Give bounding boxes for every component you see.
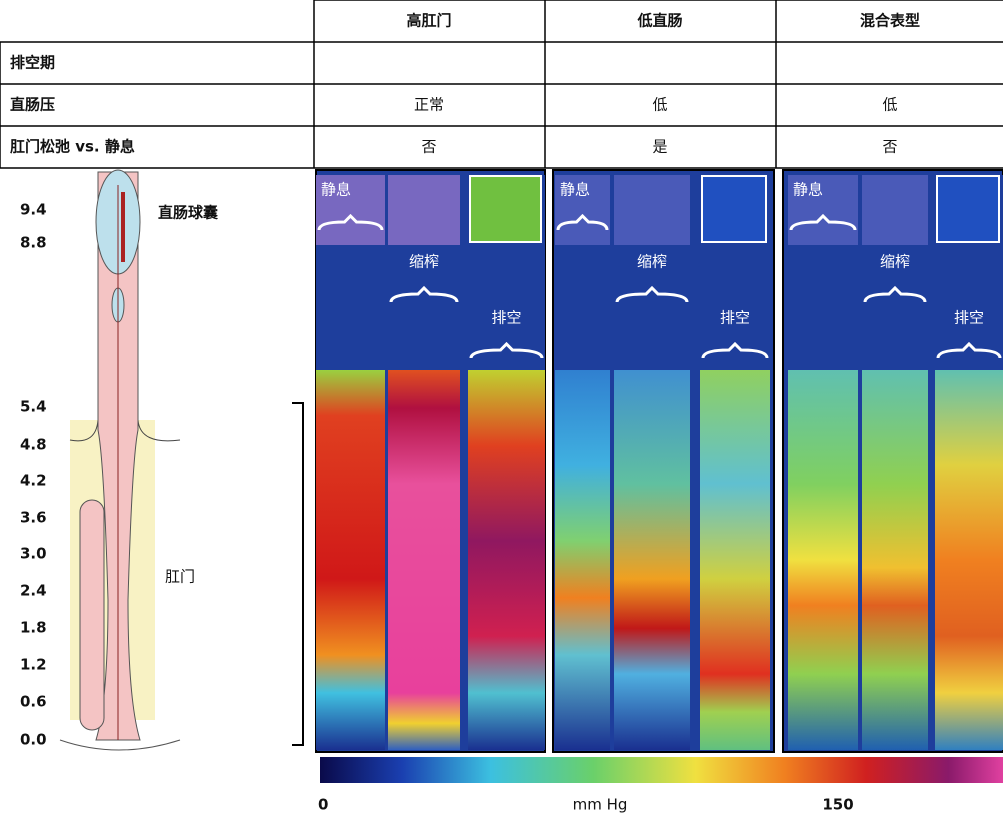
evac-top	[937, 176, 999, 242]
phase-label: 缩榨	[637, 253, 667, 271]
depth-label: 4.2	[20, 472, 47, 490]
heatmap	[935, 370, 1003, 750]
colorbar	[320, 757, 1003, 783]
cell: 否	[421, 138, 436, 156]
phase-label: 缩榨	[409, 253, 439, 271]
cell: 否	[882, 138, 897, 156]
heatmap	[788, 370, 858, 750]
skin-line	[60, 740, 180, 750]
depth-label: 2.4	[20, 582, 47, 600]
balloon-label: 直肠球囊	[158, 204, 219, 222]
cell: 低	[652, 96, 667, 114]
depth-label: 0.6	[20, 693, 47, 711]
heatmap	[555, 370, 610, 750]
phase-label: 排空	[720, 309, 750, 327]
table-grid	[0, 0, 1003, 168]
evac-top	[702, 176, 766, 242]
anatomy: 直肠球囊 肛门	[60, 170, 303, 750]
depth-label: 3.6	[20, 509, 47, 527]
depth-label: 1.8	[20, 619, 47, 637]
heatmap	[862, 370, 928, 750]
colorbar-max: 150	[822, 796, 853, 814]
phase-label: 缩榨	[880, 253, 910, 271]
heatmap	[316, 370, 385, 750]
phase-label: 排空	[954, 309, 984, 327]
colorbar-min: 0	[318, 796, 328, 814]
phase-label: 静息	[793, 181, 823, 199]
page: {"table":{"columns":["高肛门","低直肠","混合表型"]…	[0, 0, 1003, 820]
depth-label: 3.0	[20, 545, 47, 563]
heatmap	[700, 370, 770, 750]
depth-scale: 9.4 8.8 5.4 4.8 4.2 3.6 3.0 2.4 1.8 1.2 0.6 0.0	[20, 201, 47, 749]
depth-label: 1.2	[20, 656, 47, 674]
column-header: 高肛门	[406, 12, 451, 30]
colorbar-unit: mm Hg	[573, 796, 628, 814]
evac-top	[470, 176, 541, 242]
rest-tint	[388, 175, 460, 245]
phase-label: 静息	[560, 181, 590, 199]
depth-label: 9.4	[20, 201, 47, 219]
anal-label: 肛门	[165, 568, 195, 586]
depth-label: 4.8	[20, 436, 47, 454]
depth-label: 5.4	[20, 398, 47, 416]
sensor	[121, 192, 125, 262]
column-header: 混合表型	[860, 12, 920, 30]
depth-label: 8.8	[20, 234, 47, 252]
heatmap	[388, 370, 460, 750]
row-label: 肛门松弛 vs. 静息	[10, 138, 135, 156]
figure: 高肛门 低直肠 混合表型排空期直肠压 正常 低 低肛门松弛 vs. 静息 否 是 否 直肠球囊 …	[0, 0, 1003, 816]
rest-tint	[614, 175, 690, 245]
phase-label: 静息	[321, 181, 351, 199]
sphincter	[80, 500, 104, 730]
depth-label: 0.0	[20, 731, 47, 749]
bracket	[292, 403, 303, 745]
column-header: 低直肠	[636, 12, 682, 30]
heatmap	[614, 370, 690, 750]
cell: 正常	[414, 96, 444, 114]
cell: 是	[652, 138, 667, 156]
row-label: 直肠压	[10, 96, 55, 114]
row-label: 排空期	[10, 54, 55, 72]
heatmap	[468, 370, 545, 750]
rest-tint	[862, 175, 928, 245]
cell: 低	[882, 96, 897, 114]
phase-label: 排空	[491, 309, 521, 327]
